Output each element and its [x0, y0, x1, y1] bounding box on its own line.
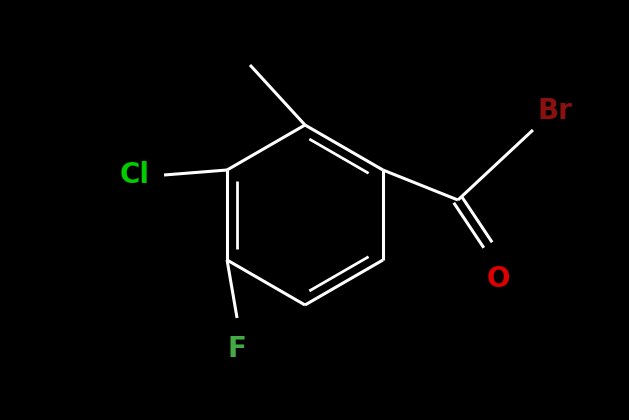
Text: Cl: Cl [120, 161, 150, 189]
Text: F: F [228, 335, 247, 363]
Text: O: O [486, 265, 509, 293]
Text: Br: Br [538, 97, 573, 125]
